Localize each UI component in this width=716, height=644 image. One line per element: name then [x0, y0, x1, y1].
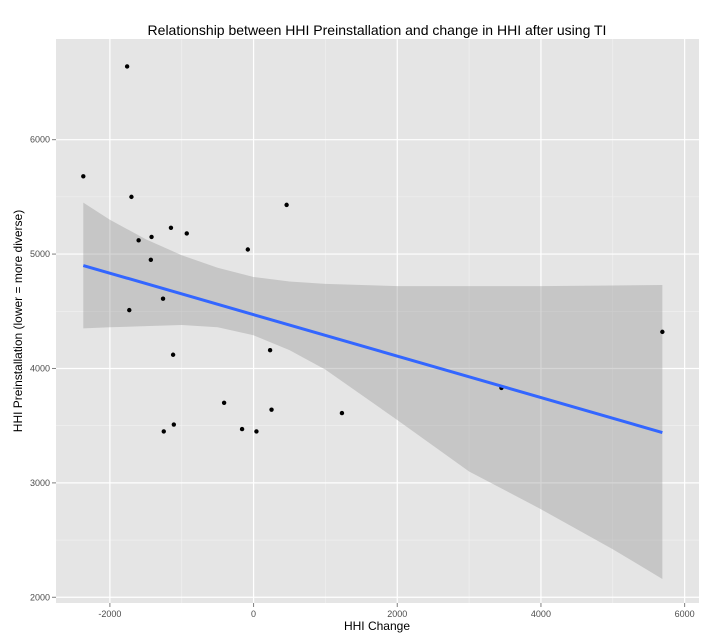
data-point [124, 64, 130, 69]
x-tick-label: 6000 [675, 609, 695, 619]
data-point [149, 234, 154, 240]
fit-line-layer [82, 264, 663, 434]
y-axis-ticks: 2000 3000 4000 5000 6000 [30, 135, 56, 602]
data-point [254, 429, 259, 434]
grid-minor [56, 39, 699, 603]
grid-major [56, 39, 699, 603]
data-point [284, 202, 289, 208]
y-tick-label: 4000 [30, 363, 50, 373]
x-tick-label: 2000 [387, 609, 407, 619]
data-point [127, 307, 132, 313]
x-axis-title: HHI Change [344, 619, 410, 633]
data-point [170, 352, 176, 357]
data-point [184, 231, 189, 236]
regression-line [82, 264, 663, 434]
y-tick-label: 3000 [30, 478, 50, 488]
data-point [161, 429, 166, 434]
data-point [148, 257, 154, 262]
data-point [160, 296, 166, 301]
data-point [339, 410, 345, 416]
data-point [129, 194, 134, 200]
x-tick-label: 0 [251, 609, 256, 619]
data-point [239, 426, 245, 432]
data-point [245, 247, 251, 252]
data-point [660, 329, 665, 335]
data-point [267, 347, 273, 353]
y-tick-label: 6000 [30, 135, 50, 145]
confidence-band-layer [83, 202, 663, 579]
chart-title: Relationship between HHI Preinstallation… [148, 22, 607, 38]
x-tick-label: 4000 [531, 609, 551, 619]
points-layer [81, 64, 665, 434]
data-point [136, 238, 141, 243]
y-tick-label: 2000 [30, 592, 50, 602]
data-point [269, 407, 274, 412]
confidence-band [83, 202, 663, 579]
data-point [168, 225, 174, 230]
data-point [221, 400, 227, 405]
x-axis-ticks: -2000 0 2000 4000 6000 [98, 603, 695, 619]
plot-panel [56, 39, 699, 603]
y-tick-label: 5000 [30, 249, 50, 259]
x-tick-label: -2000 [98, 609, 121, 619]
y-axis-title: HHI Preinstallation (lower = more divers… [11, 210, 25, 432]
data-point [171, 422, 177, 427]
data-point [81, 174, 86, 179]
